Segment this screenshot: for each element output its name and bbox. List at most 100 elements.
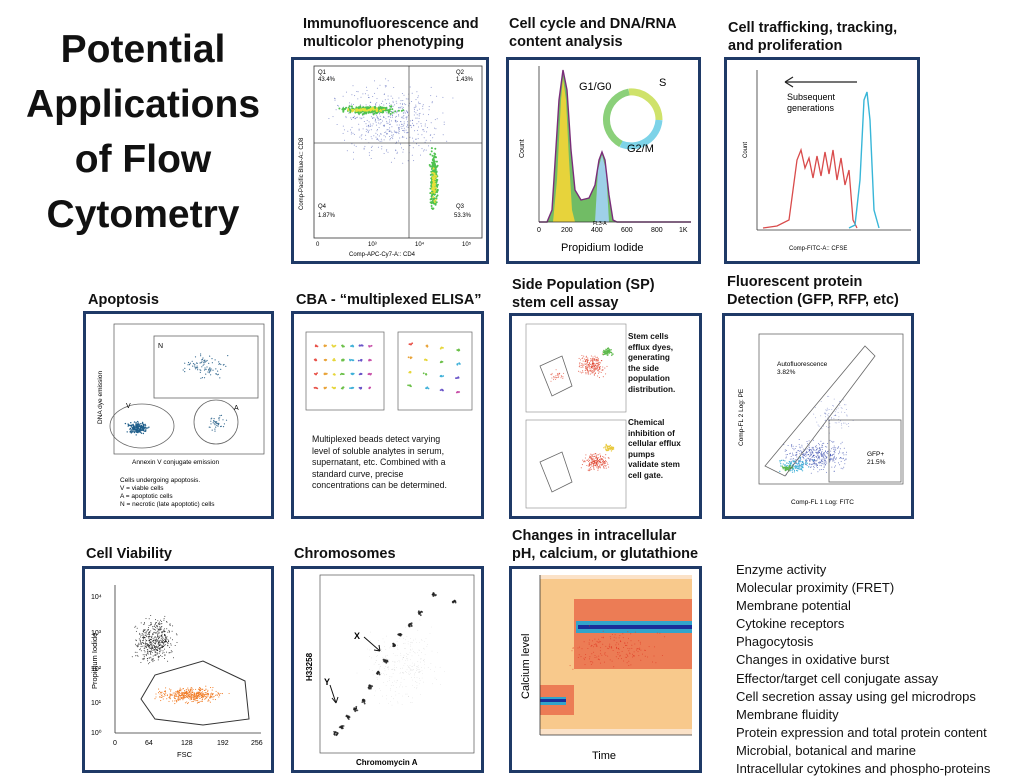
scatter-dot bbox=[373, 117, 375, 119]
scatter-dot bbox=[369, 105, 371, 107]
scatter-dot bbox=[423, 130, 425, 132]
scatter-dot bbox=[387, 681, 388, 682]
scatter-dot bbox=[587, 465, 589, 467]
scatter-dot bbox=[156, 652, 158, 654]
scatter-dot bbox=[163, 693, 166, 695]
scatter-dot bbox=[400, 652, 401, 654]
scatter-dot bbox=[391, 132, 393, 134]
scatter-dot bbox=[604, 446, 606, 448]
scatter-dot bbox=[168, 639, 170, 641]
scatter-dot bbox=[389, 139, 391, 141]
scatter-dot bbox=[203, 363, 205, 365]
scatter-dot bbox=[169, 623, 171, 625]
scatter-dot bbox=[831, 457, 833, 459]
scatter-dot bbox=[199, 697, 201, 699]
scatter-dot bbox=[163, 642, 165, 644]
scatter-dot bbox=[442, 134, 444, 136]
scatter-dot bbox=[599, 464, 601, 466]
scatter-dot bbox=[395, 682, 397, 684]
scatter-dot bbox=[397, 131, 399, 133]
scatter-dot bbox=[623, 660, 625, 662]
scatter-dot bbox=[404, 648, 406, 649]
scatter-dot bbox=[841, 441, 843, 443]
scatter-dot bbox=[402, 112, 404, 114]
scatter-dot bbox=[377, 678, 378, 680]
scatter-dot bbox=[609, 643, 611, 645]
scatter-dot bbox=[403, 123, 405, 125]
scatter-dot bbox=[162, 698, 164, 700]
scatter-dot bbox=[218, 419, 220, 421]
scatter-dot bbox=[832, 454, 834, 455]
scatter-dot bbox=[412, 648, 413, 650]
scatter-dot bbox=[610, 450, 613, 452]
scatter-dot bbox=[190, 697, 192, 700]
scatter-dot bbox=[360, 118, 362, 120]
scatter-dot bbox=[402, 149, 404, 151]
scatter-dot bbox=[157, 628, 159, 630]
scatter-dot bbox=[797, 467, 799, 469]
scatter-dot bbox=[157, 623, 159, 625]
scatter-dot bbox=[342, 125, 344, 127]
scatter-dot bbox=[370, 136, 372, 138]
scatter-dot bbox=[398, 115, 400, 117]
cellcycle-panel: G1/G0 S G2/M 0 200 400 600 800 1K FL3-A … bbox=[506, 57, 701, 264]
scatter-dot bbox=[153, 645, 155, 647]
scatter-dot bbox=[399, 634, 402, 636]
scatter-dot bbox=[365, 131, 367, 133]
scatter-dot bbox=[393, 661, 395, 662]
scatter-dot bbox=[412, 666, 413, 667]
scatter-dot bbox=[795, 465, 797, 467]
scatter-dot bbox=[381, 145, 383, 147]
sidepop-panel: Stem cells efflux dyes, generating the s… bbox=[509, 313, 702, 519]
scatter-dot bbox=[606, 351, 609, 353]
scatter-dot bbox=[829, 460, 831, 462]
scatter-dot bbox=[588, 470, 590, 472]
scatter-dot bbox=[417, 133, 419, 135]
scatter-dot bbox=[413, 114, 415, 116]
scatter-dot bbox=[602, 455, 604, 458]
scatter-dot bbox=[398, 127, 400, 129]
scatter-dot bbox=[182, 697, 184, 699]
scatter-dot bbox=[587, 368, 589, 370]
scatter-dot bbox=[435, 666, 436, 668]
scatter-dot bbox=[155, 637, 157, 639]
scatter-dot bbox=[188, 692, 191, 694]
scatter-dot bbox=[146, 652, 148, 654]
scatter-dot bbox=[591, 644, 593, 646]
scatter-dot bbox=[798, 465, 800, 467]
scatter-dot bbox=[137, 644, 139, 646]
scatter-dot bbox=[151, 652, 153, 654]
scatter-dot bbox=[613, 666, 615, 668]
scatter-dot bbox=[378, 664, 379, 665]
scatter-dot bbox=[379, 666, 381, 667]
scatter-dot bbox=[388, 668, 389, 670]
scatter-dot bbox=[334, 359, 336, 362]
scatter-dot bbox=[411, 670, 413, 671]
scatter-dot bbox=[591, 364, 593, 366]
scatter-dot bbox=[597, 358, 599, 360]
scatter-dot bbox=[350, 129, 352, 131]
scatter-dot bbox=[386, 698, 387, 700]
scatter-dot bbox=[585, 454, 587, 456]
scatter-dot bbox=[150, 638, 152, 640]
scatter-dot bbox=[418, 113, 420, 115]
scatter-dot bbox=[430, 207, 433, 210]
scatter-dot bbox=[355, 705, 358, 708]
scatter-dot bbox=[386, 85, 387, 87]
scatter-dot bbox=[187, 702, 189, 704]
viability-xtick: 192 bbox=[217, 740, 229, 747]
scatter-dot bbox=[429, 187, 432, 190]
scatter-dot bbox=[598, 368, 600, 370]
scatter-dot bbox=[368, 121, 370, 123]
scatter-dot bbox=[377, 640, 379, 641]
gfp-autofluor-pct: 3.82% bbox=[777, 369, 796, 376]
scatter-dot bbox=[207, 694, 209, 696]
scatter-dot bbox=[584, 657, 586, 659]
scatter-dot bbox=[396, 687, 397, 688]
scatter-dot bbox=[825, 461, 827, 463]
scatter-dot bbox=[606, 462, 608, 464]
scatter-dot bbox=[607, 347, 610, 349]
cellcycle-title-line: Cell cycle and DNA/RNA bbox=[509, 16, 677, 32]
scatter-dot bbox=[409, 124, 411, 126]
scatter-dot bbox=[357, 91, 359, 93]
